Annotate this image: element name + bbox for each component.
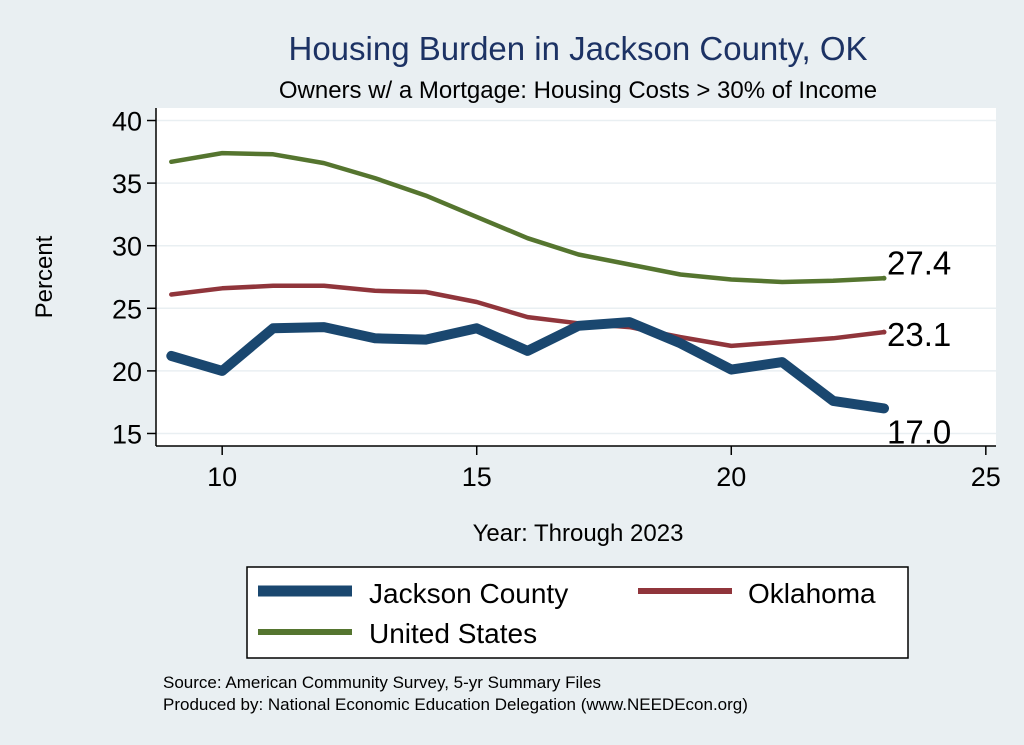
x-tick-label: 15: [462, 462, 492, 492]
legend-label-united-states: United States: [369, 618, 537, 649]
y-axis-title: Percent: [31, 235, 58, 318]
gridlines: [156, 119, 996, 435]
legend-label-jackson-county: Jackson County: [369, 578, 568, 609]
series-line-jackson: [166, 317, 889, 414]
legend-label-oklahoma: Oklahoma: [748, 578, 876, 609]
end-label-us: 27.4: [887, 244, 951, 281]
series-line-us: [169, 150, 887, 285]
legend: [246, 566, 909, 659]
series-end-marker-oklahoma: [881, 329, 887, 335]
plot-area: [156, 108, 996, 446]
end-label-oklahoma: 23.1: [887, 316, 951, 353]
x-axis-ticks: 10 15 20 25: [207, 446, 1001, 492]
x-tick-label: 20: [716, 462, 746, 492]
series-layer: [166, 150, 889, 414]
x-tick-label: 25: [971, 462, 1001, 492]
x-tick-label: 10: [207, 462, 237, 492]
end-labels: 27.4 23.1 17.0: [887, 244, 951, 450]
y-tick-label: 20: [112, 357, 142, 387]
source-note: Source: American Community Survey, 5-yr …: [163, 673, 601, 692]
x-axis-title: Year: Through 2023: [473, 520, 684, 547]
y-tick-label: 15: [112, 419, 142, 449]
series-line-oklahoma: [169, 283, 887, 349]
y-tick-label: 40: [112, 107, 142, 137]
series-end-marker-us: [881, 275, 887, 281]
y-tick-label: 30: [112, 232, 142, 262]
series-end-marker-jackson: [881, 405, 887, 411]
y-axis-ticks: 15 20 25 30 35 40: [112, 107, 156, 449]
producer-note: Produced by: National Economic Education…: [163, 695, 748, 714]
chart-title: Housing Burden in Jackson County, OK: [288, 30, 867, 67]
y-tick-label: 25: [112, 294, 142, 324]
chart-subtitle: Owners w/ a Mortgage: Housing Costs > 30…: [279, 77, 877, 104]
y-tick-label: 35: [112, 169, 142, 199]
end-label-jackson: 17.0: [887, 413, 951, 450]
